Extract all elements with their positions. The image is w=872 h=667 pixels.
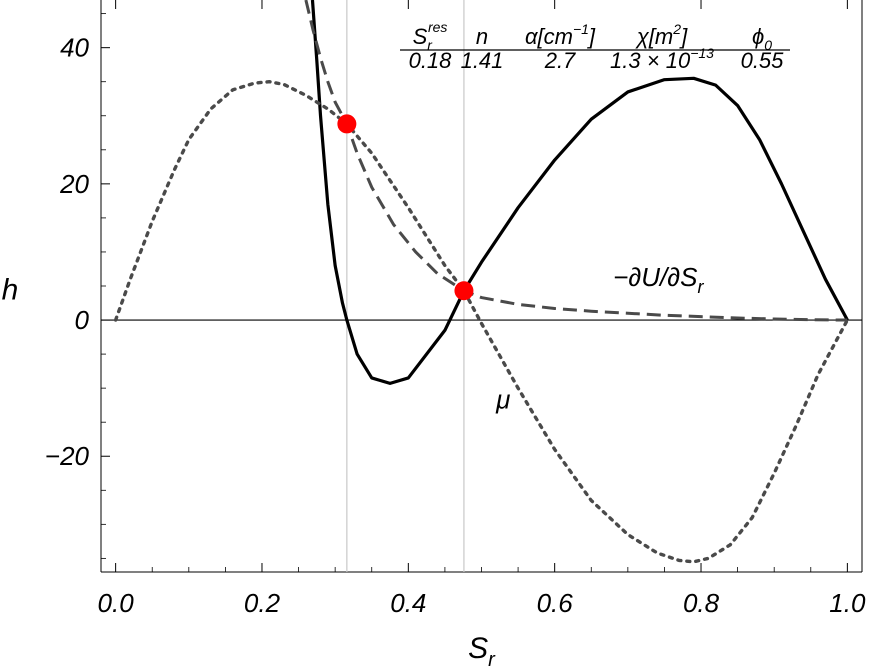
- parameter-header-base: S: [413, 24, 428, 49]
- parameter-value-base: 1.41: [461, 48, 504, 73]
- parameter-header-tail: ]: [679, 24, 688, 49]
- curve-label-base: μ: [495, 385, 510, 415]
- curve-label: −∂U/∂Sr: [613, 262, 704, 297]
- x-tick-label: 0.8: [683, 588, 720, 618]
- intersection-point: [337, 114, 357, 134]
- curve-label-sub: r: [697, 277, 704, 297]
- parameter-header-sup: res: [428, 19, 447, 35]
- parameter-value: 1.41: [461, 48, 504, 73]
- x-tick-label: 1.0: [829, 588, 866, 618]
- axis-ticks: [101, 0, 848, 572]
- parameter-header-tail: ]: [587, 24, 596, 49]
- parameter-header: ϕ0: [752, 24, 772, 53]
- plot-frame: [100, 0, 863, 573]
- parameter-header: n: [476, 24, 488, 49]
- y-tick-label: 20: [59, 169, 89, 199]
- x-axis-title-base: S: [468, 632, 488, 665]
- vertical-guide-lines: [346, 0, 465, 572]
- x-tick-label: 0.4: [390, 588, 426, 618]
- series-line-dotted: [113, 80, 850, 564]
- parameter-header-sub: r: [427, 37, 433, 53]
- parameter-header-base: χ[m: [635, 24, 673, 49]
- y-tick-label: 0: [75, 305, 90, 335]
- parameter-header-base: n: [476, 24, 488, 49]
- curve-label: μ: [495, 385, 510, 415]
- series-line-solid: [310, 0, 849, 385]
- y-axis-title: h: [2, 274, 19, 307]
- parameter-value: 0.55: [741, 48, 785, 73]
- x-axis-title-sub: r: [488, 649, 496, 667]
- tick-labels: 0.0 0.2 0.4 0.6 0.8 1.0 −20 0 20 40 Sr h: [2, 33, 866, 667]
- intersection-point: [454, 281, 474, 301]
- intersection-points: [337, 114, 474, 301]
- parameter-value-base: 0.55: [741, 48, 785, 73]
- x-tick-label: 0.0: [98, 588, 135, 618]
- x-axis-title: Sr: [468, 632, 496, 667]
- y-tick-label: −20: [45, 441, 90, 471]
- curve-annotations: −∂U/∂Sr μ: [495, 262, 704, 415]
- parameter-header-base: α[cm: [525, 24, 573, 49]
- parameter-header-base: ϕ: [752, 24, 764, 49]
- parameter-value: 2.7: [544, 48, 576, 73]
- parameter-header-sup: −1: [573, 21, 589, 37]
- parameter-table: Srres n α[cm−1] χ[m2] ϕ00.18 1.41 2.7 1.3 × 10−…: [400, 19, 790, 73]
- parameter-header: Sr res: [413, 19, 448, 53]
- parameter-header-sup: 2: [672, 21, 681, 37]
- parameter-value-base: 0.18: [409, 48, 453, 73]
- y-tick-label: 40: [60, 33, 89, 63]
- parameter-value-base: 2.7: [544, 48, 576, 73]
- parameter-header-sub: 0: [764, 37, 772, 53]
- parameter-header: χ[m2]: [635, 21, 688, 49]
- series-group: [113, 0, 850, 564]
- parameter-value: 1.3 × 10−13: [610, 45, 714, 73]
- curve-label-base: −∂U/∂S: [613, 262, 698, 292]
- parameter-value-sup: −13: [690, 45, 714, 61]
- x-tick-label: 0.2: [244, 588, 281, 618]
- x-tick-label: 0.6: [537, 588, 574, 618]
- parameter-header: α[cm−1]: [525, 21, 596, 49]
- parameter-value: 0.18: [409, 48, 453, 73]
- parameter-value-base: 1.3 × 10: [610, 48, 691, 73]
